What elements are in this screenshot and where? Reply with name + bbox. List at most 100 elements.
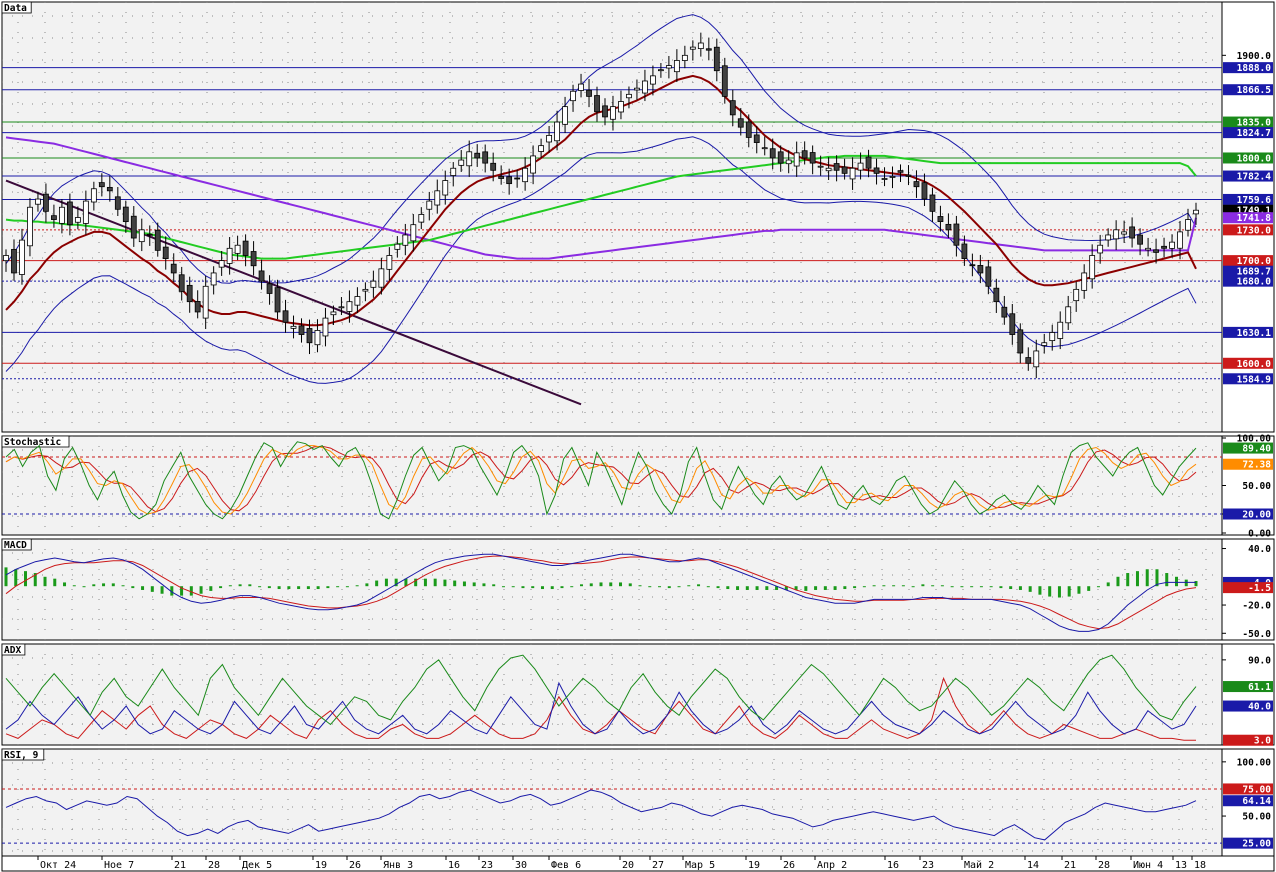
macd-histogram-bar [940, 585, 944, 587]
macd-histogram-bar [755, 586, 759, 590]
macd-histogram-bar [1174, 576, 1178, 587]
macd-histogram-bar [619, 582, 623, 587]
macd-histogram-bar [160, 586, 164, 594]
macd-histogram-bar [609, 582, 613, 587]
candle [562, 106, 568, 125]
x-axis-label: 16 [887, 860, 899, 871]
candle [466, 151, 473, 167]
axis-tick-label: 50.00 [1242, 481, 1271, 492]
value-tag-label: 64.14 [1242, 796, 1271, 807]
value-tag-label: 1584.9 [1237, 374, 1272, 385]
candle [745, 121, 752, 138]
candle [849, 167, 856, 180]
value-tag-label: 1730.0 [1237, 225, 1272, 236]
macd-histogram-bar [1126, 573, 1130, 587]
candle [282, 310, 289, 323]
macd-histogram-bar [72, 585, 76, 587]
candle [74, 217, 81, 223]
candle [642, 80, 648, 94]
macd-histogram-bar [63, 582, 67, 587]
value-tag [1223, 152, 1273, 164]
value-tag-label: 1749.1 [1237, 206, 1272, 217]
macd-histogram-bar [1116, 576, 1120, 587]
macd-histogram-bar [1135, 571, 1139, 587]
macd-histogram-bar [472, 582, 476, 587]
macd-histogram-bar [892, 585, 896, 587]
candle [833, 163, 840, 171]
candle [338, 306, 345, 309]
candle [1129, 226, 1136, 239]
axis-tick-label: 100.00 [1237, 757, 1272, 768]
candle [913, 181, 920, 188]
candle [1097, 244, 1104, 254]
candle [130, 215, 137, 239]
candle [713, 46, 720, 72]
macd-histogram-bar [1106, 582, 1110, 587]
x-axis-labels: Окт 24 Ное 7 21 28 Дек 5 19 26 Янв 3 16 23 30 Фев 6… [1, 855, 1275, 872]
candle [665, 65, 672, 69]
macd-histogram-bar [1048, 586, 1052, 597]
macd-histogram-bar [404, 578, 408, 587]
candle [410, 224, 417, 242]
value-tag-label: 72.38 [1242, 460, 1271, 471]
macd-histogram-bar [482, 583, 486, 587]
value-tag-label: 1866.5 [1237, 85, 1272, 96]
macd-histogram-bar [316, 586, 320, 590]
candle [769, 148, 776, 159]
x-axis-label: 23 [481, 860, 493, 871]
candle [761, 147, 768, 150]
candle [490, 162, 497, 171]
candle [43, 193, 49, 212]
macd-histogram-bar [394, 578, 398, 587]
macd-histogram-bar [170, 586, 174, 596]
candle [610, 106, 616, 120]
candle [3, 255, 9, 262]
candle [897, 170, 904, 173]
candle [90, 188, 97, 203]
macd-histogram-bar [999, 586, 1003, 589]
macd-histogram-bar [24, 571, 28, 587]
candle [777, 151, 784, 164]
panel-title: MACD [4, 540, 27, 551]
candle [1041, 342, 1048, 346]
macd-histogram-bar [102, 583, 106, 587]
macd-histogram-bar [950, 586, 954, 588]
candle [434, 190, 441, 206]
value-tag-label: 1600.0 [1237, 359, 1272, 370]
x-axis-label: 18 [1194, 860, 1206, 871]
macd-histogram-bar [462, 581, 466, 587]
x-axis-label: 13 [1175, 860, 1187, 871]
macd-histogram-bar [540, 586, 544, 590]
x-axis-label: 14 [1027, 860, 1039, 871]
candle [362, 288, 369, 292]
candle [59, 206, 65, 224]
candle [929, 194, 936, 212]
macd-histogram-bar [1155, 569, 1159, 587]
candle [226, 247, 233, 264]
macd-histogram-bar [209, 586, 213, 591]
panel-title: ADX [4, 645, 21, 656]
candle [953, 223, 960, 246]
candle [426, 200, 433, 210]
macd-histogram-bar [384, 578, 388, 587]
candle [162, 246, 169, 259]
candle [194, 301, 201, 313]
value-tag-label: 3.0 [1254, 736, 1271, 747]
candle [737, 118, 744, 128]
macd-histogram-bar [53, 578, 57, 587]
ma-mid-line [5, 154, 1197, 260]
macd-histogram-bar [375, 580, 379, 587]
macd-histogram-bar [882, 585, 886, 587]
macd-signal-line [5, 555, 1197, 630]
macd-histogram-bar [82, 586, 86, 588]
candle [1073, 288, 1080, 302]
value-tag [1223, 255, 1273, 267]
macd-histogram-bar [141, 586, 145, 590]
value-tag-label: 89.40 [1242, 444, 1271, 455]
candle [106, 186, 113, 192]
macd-histogram-bar [677, 586, 681, 588]
candle [170, 263, 177, 274]
value-tag [1223, 212, 1273, 224]
macd-histogram-bar [277, 586, 281, 590]
candle [266, 283, 273, 294]
